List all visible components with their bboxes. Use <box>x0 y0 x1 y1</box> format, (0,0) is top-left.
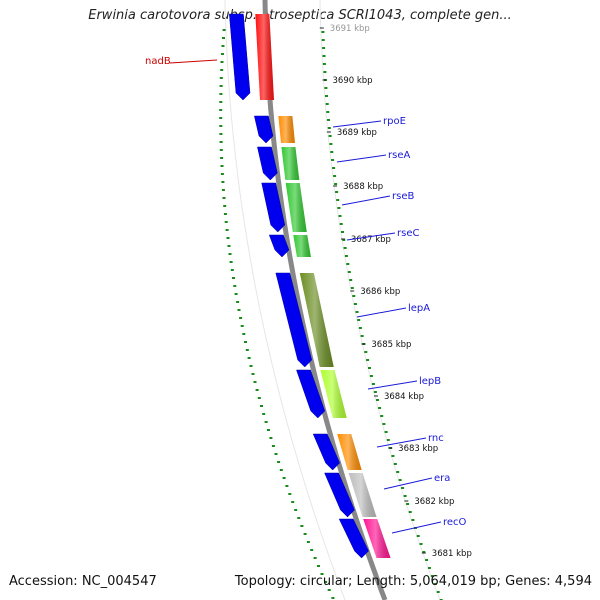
forward-gene-arrow <box>268 234 290 258</box>
gene-leader-line <box>376 437 427 448</box>
kbp-tick-label: 3684 kbp <box>384 392 424 402</box>
gene-label-lepA: lepA <box>408 303 430 314</box>
forward-gene-arrow <box>229 13 251 101</box>
gene-leader-line <box>346 232 396 241</box>
kbp-tick-label: 3691 kbp <box>330 24 370 34</box>
cog-gene-shading <box>293 235 311 257</box>
kbp-tick-label: 3687 kbp <box>351 235 391 245</box>
kbp-tick-label: 3690 kbp <box>333 76 373 86</box>
gene-leader-line <box>336 154 387 163</box>
gene-label-rseB: rseB <box>392 191 414 202</box>
cog-gene-shading <box>285 183 307 232</box>
cog-gene-shading <box>320 370 347 418</box>
kbp-tick-label: 3683 kbp <box>398 444 438 454</box>
forward-gene-arrow <box>275 272 313 368</box>
forward-gene-arrow <box>257 146 278 181</box>
accession-text: Accession: NC_004547 <box>9 574 157 589</box>
forward-gene-arrow <box>254 115 274 144</box>
cog-gene-shading <box>299 273 334 367</box>
gene-leader-line <box>332 120 382 128</box>
gene-label-lepB: lepB <box>419 376 441 387</box>
gene-label-rnc: rnc <box>428 433 444 444</box>
cog-gene-shading <box>337 434 362 470</box>
kbp-tick-label: 3685 kbp <box>371 340 411 350</box>
gene-leader-line <box>169 59 218 64</box>
ribbon-edge-right <box>319 0 441 600</box>
gene-label-rseC: rseC <box>397 228 419 239</box>
genome-summary-text: Topology: circular; Length: 5,064,019 bp… <box>234 574 592 589</box>
kbp-tick-label: 3689 kbp <box>337 128 377 138</box>
cog-gene-shading <box>363 519 391 558</box>
kbp-tick-label: 3688 kbp <box>343 182 383 192</box>
gene-label-era: era <box>434 473 450 484</box>
cog-gene-shading <box>281 147 300 180</box>
ribbon-edge-left <box>224 0 346 600</box>
forward-gene-arrow <box>296 369 326 419</box>
kbp-tick-label: 3686 kbp <box>360 287 400 297</box>
cog-gene-shading <box>255 14 274 100</box>
gene-leader-line <box>383 477 433 490</box>
gene-label-rseA: rseA <box>388 150 410 161</box>
cog-gene-shading <box>348 473 377 517</box>
forward-gene-arrow <box>261 182 286 233</box>
kbp-tick-label: 3681 kbp <box>432 549 472 559</box>
forward-gene-arrow <box>324 472 355 518</box>
gene-label-recO: recO <box>443 517 467 528</box>
gene-leader-line <box>356 307 407 318</box>
gene-label-nadB: nadB <box>145 56 171 67</box>
cog-gene-shading <box>278 116 295 143</box>
forward-gene-arrow <box>312 433 340 471</box>
gene-label-rpoE: rpoE <box>383 116 406 127</box>
map-title: Erwinia carotovora subsp. atroseptica SC… <box>88 8 512 23</box>
gene-leader-line <box>341 195 391 206</box>
forward-gene-arrow <box>338 518 369 559</box>
kbp-tick-label: 3682 kbp <box>414 497 454 507</box>
gene-leader-line <box>391 521 442 534</box>
gene-leader-line <box>367 380 418 390</box>
